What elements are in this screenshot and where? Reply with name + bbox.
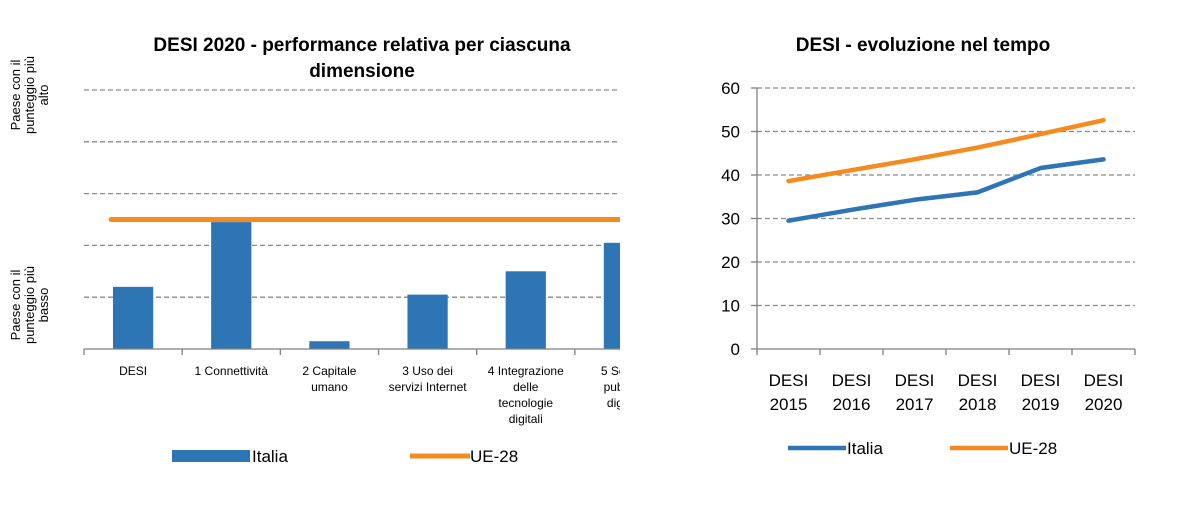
chart1-gridlines bbox=[84, 89, 620, 298]
legend-label-ue28: UE-28 bbox=[1009, 439, 1057, 458]
y-tick-label: 50 bbox=[721, 123, 740, 142]
chart1-title: DESI 2020 - performance relativa per cia… bbox=[153, 35, 571, 82]
category-label-line: DESI bbox=[958, 371, 998, 390]
category-label-line: digitali bbox=[509, 412, 543, 426]
chart2-axes bbox=[751, 87, 1136, 355]
y-tick-label: 40 bbox=[721, 166, 740, 185]
category-label-line: DESI bbox=[1084, 371, 1124, 390]
bar-italia bbox=[309, 341, 350, 349]
chart2-gridlines bbox=[757, 87, 1135, 307]
y-top-label-line: alto bbox=[36, 85, 51, 106]
bar-italia bbox=[112, 286, 154, 349]
legend-swatch-italia bbox=[172, 450, 250, 462]
y-top-label-line: punteggio più bbox=[22, 56, 37, 134]
legend-label-ue28: UE-28 bbox=[470, 447, 518, 466]
bar-italia bbox=[407, 294, 448, 349]
bar-italia bbox=[603, 242, 620, 349]
y-bottom-label-line: Paese con il bbox=[8, 269, 23, 340]
category-label-line: 2017 bbox=[896, 395, 934, 414]
category-label-line: 2016 bbox=[833, 395, 871, 414]
category-label-line: 2019 bbox=[1022, 395, 1060, 414]
chart2-category-labels: DESI 2015 DESI 2016 DESI 2017 DESI 2018 DESI 2019… bbox=[769, 371, 1124, 414]
category-label-line: DESI bbox=[769, 371, 809, 390]
category-label-line: DESI bbox=[895, 371, 935, 390]
y-tick-label: 0 bbox=[731, 340, 740, 359]
bar-chart-performance: DESI 2020 - performance relativa per cia… bbox=[8, 35, 620, 466]
legend-label-italia: Italia bbox=[252, 447, 288, 466]
line-ue28 bbox=[786, 117, 1106, 184]
line-italia bbox=[786, 157, 1106, 223]
y-bottom-label-line: basso bbox=[36, 288, 51, 323]
category-label-line: delle bbox=[513, 380, 539, 394]
category-label-line: umano bbox=[311, 380, 348, 394]
category-label-line: 5 Servizi bbox=[601, 364, 620, 378]
chart2-y-tick-labels: 0 10 20 30 40 50 60 bbox=[721, 79, 740, 359]
category-label-line: 2018 bbox=[959, 395, 997, 414]
chart2-legend: Italia UE-28 bbox=[788, 439, 1057, 458]
y-tick-label: 20 bbox=[721, 253, 740, 272]
chart1-legend: Italia UE-28 bbox=[172, 447, 518, 466]
chart1-bars bbox=[112, 222, 620, 349]
y-top-label-line: Paese con il bbox=[8, 59, 23, 130]
category-label-line: tecnologie bbox=[498, 396, 553, 410]
category-label-line: 2 Capitale bbox=[302, 364, 356, 378]
category-label-line: digitali bbox=[607, 396, 620, 410]
chart1-title-line: DESI 2020 - performance relativa per cia… bbox=[153, 35, 571, 56]
chart2-title: DESI - evoluzione nel tempo bbox=[796, 35, 1050, 56]
bar-italia bbox=[211, 222, 252, 349]
chart1-x-axis bbox=[83, 348, 620, 355]
line-chart-evolution: DESI - evoluzione nel tempo 0 10 20 30 40 50 6… bbox=[721, 35, 1136, 458]
y-tick-label: 30 bbox=[721, 210, 740, 229]
category-label-line: 4 Integrazione bbox=[488, 364, 564, 378]
category-label-line: 2015 bbox=[770, 395, 808, 414]
chart2-series-lines bbox=[786, 117, 1106, 223]
bar-italia bbox=[505, 271, 546, 349]
chart1-category-labels: DESI 1 Connettività 2 Capitale umano 3 Uso d… bbox=[119, 364, 620, 426]
category-label-line: DESI bbox=[832, 371, 872, 390]
category-label-line: 3 Uso dei bbox=[402, 364, 453, 378]
category-label-line: pubblici bbox=[604, 380, 620, 394]
category-label-line: DESI bbox=[1021, 371, 1061, 390]
category-label-line: DESI bbox=[119, 364, 147, 378]
category-label-line: servizi Internet bbox=[389, 380, 468, 394]
y-tick-label: 60 bbox=[721, 79, 740, 98]
category-label-line: 2020 bbox=[1085, 395, 1123, 414]
chart2-title: DESI - evoluzione nel tempo bbox=[796, 35, 1050, 56]
y-bottom-label-line: punteggio più bbox=[22, 266, 37, 344]
chart1-title-line: dimensione bbox=[309, 61, 415, 82]
legend-label-italia: Italia bbox=[847, 439, 883, 458]
category-label-line: 1 Connettività bbox=[195, 364, 269, 378]
y-tick-label: 10 bbox=[721, 297, 740, 316]
